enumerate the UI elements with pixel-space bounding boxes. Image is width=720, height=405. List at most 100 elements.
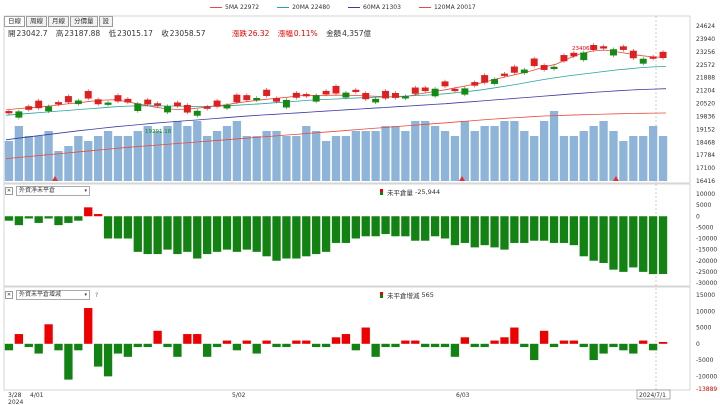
panel3-select[interactable]: 外資未平倉增減 bbox=[16, 290, 90, 300]
panel3-bar bbox=[24, 343, 33, 348]
volume-bar bbox=[658, 136, 668, 181]
panel2-bar bbox=[24, 216, 33, 219]
volume-bar bbox=[341, 136, 351, 181]
candle-body bbox=[74, 100, 82, 105]
candle-body bbox=[570, 52, 578, 57]
panel3-bar bbox=[411, 340, 420, 344]
main-axis-tick: 18468 bbox=[696, 139, 715, 146]
panel2-bar bbox=[440, 216, 450, 239]
panel2-bar bbox=[14, 216, 24, 226]
volume-bar bbox=[34, 136, 43, 181]
tab-monthly[interactable]: 月線 bbox=[48, 16, 69, 27]
candle-body bbox=[629, 50, 637, 59]
volume-bar bbox=[312, 131, 321, 181]
panel3-axis-tick: 10000 bbox=[696, 308, 715, 315]
panel3-bar bbox=[430, 343, 440, 348]
candle-body bbox=[590, 44, 598, 50]
panel2-bar bbox=[609, 216, 618, 270]
panel3-bar bbox=[133, 343, 142, 348]
legend-20ma: 20MA 22480 bbox=[277, 4, 330, 11]
panel3-bar bbox=[371, 343, 380, 357]
candle-body bbox=[5, 111, 13, 114]
panel2-bar bbox=[639, 216, 648, 272]
panel-frame-2 bbox=[3, 183, 691, 287]
candle-body bbox=[491, 79, 499, 84]
tab-price-volume[interactable]: 分價量 bbox=[70, 16, 98, 27]
candle-body bbox=[223, 104, 231, 109]
panel2-bar bbox=[401, 216, 410, 237]
panel3-bar bbox=[619, 343, 628, 351]
panel2-select[interactable]: 外資淨未平倉 bbox=[16, 186, 90, 196]
panel3-close-icon[interactable]: ✕ bbox=[5, 291, 13, 299]
panel2-bar bbox=[123, 216, 133, 239]
panel2-bar bbox=[450, 216, 460, 246]
x-axis-label: 6/03 bbox=[456, 392, 470, 399]
panel3-bar bbox=[272, 343, 281, 348]
x-axis-label: 3/28 bbox=[8, 392, 22, 399]
panel3-ind-value: 565 bbox=[421, 291, 434, 299]
candle-body bbox=[154, 103, 162, 106]
panel3-bar bbox=[480, 343, 489, 348]
volume-bar bbox=[183, 126, 192, 181]
high-label: 高 bbox=[55, 29, 64, 38]
volume-bar bbox=[490, 126, 499, 181]
legend-label-5ma: 5MA 22972 bbox=[225, 4, 260, 11]
candle-body bbox=[401, 96, 409, 99]
main-axis-tick: 21888 bbox=[696, 75, 715, 82]
panel2-close-icon[interactable]: ✕ bbox=[5, 187, 13, 195]
panel3-bar bbox=[639, 340, 648, 344]
main-axis-tick: 19836 bbox=[696, 113, 715, 120]
volume-bar bbox=[480, 126, 489, 181]
panel2-bar bbox=[103, 216, 113, 239]
panel3-header: ✕ 外資未平倉增減 ? bbox=[5, 290, 98, 300]
candle-body bbox=[332, 85, 340, 94]
panel3-bar bbox=[490, 340, 499, 344]
legend-60ma: 60MA 21303 bbox=[348, 4, 401, 11]
tab-settings[interactable]: 設 bbox=[98, 16, 113, 27]
panel3-bar bbox=[203, 343, 212, 357]
candle-body bbox=[15, 111, 23, 118]
candle-body bbox=[25, 106, 33, 110]
panel2-bar bbox=[658, 216, 668, 274]
panel3-bar bbox=[123, 343, 133, 357]
close-value: 23058.57 bbox=[169, 29, 206, 38]
panel3-bar bbox=[282, 343, 291, 348]
panel2-bar bbox=[480, 216, 489, 246]
panel3-bar bbox=[341, 334, 351, 344]
panel2-axis-tick: -20000 bbox=[696, 258, 717, 265]
volume-bar bbox=[351, 131, 360, 181]
panel3-bar bbox=[609, 343, 618, 348]
candle-body bbox=[520, 69, 528, 74]
legend-5ma: 5MA 22972 bbox=[210, 4, 259, 11]
panel2-axis-tick: -25000 bbox=[696, 269, 717, 276]
panel2-bar bbox=[569, 216, 579, 246]
volume-bar bbox=[24, 136, 33, 181]
change-value: 26.32 bbox=[247, 29, 270, 38]
panel2-bar bbox=[163, 216, 172, 250]
volume-bar bbox=[460, 121, 469, 181]
legend-label-120ma: 120MA 20017 bbox=[433, 4, 476, 11]
tab-weekly[interactable]: 周線 bbox=[26, 16, 47, 27]
panel2-axis-tick: -15000 bbox=[696, 247, 717, 254]
panel2-bar bbox=[619, 216, 628, 272]
panel2-bar bbox=[292, 216, 301, 259]
panel2-bar bbox=[44, 216, 53, 219]
panel2-bar bbox=[460, 216, 469, 243]
volume-bar bbox=[579, 131, 588, 181]
candle-body bbox=[312, 95, 320, 102]
candle-body bbox=[213, 100, 221, 107]
panel2-bar bbox=[549, 216, 559, 243]
panel3-swatch-icon bbox=[380, 292, 383, 298]
panel3-bar bbox=[559, 340, 569, 344]
panel3-ind-label: 未平倉增減 bbox=[387, 292, 420, 300]
tab-daily[interactable]: 日線 bbox=[4, 16, 25, 27]
help-icon[interactable]: ? bbox=[95, 291, 99, 299]
panel2-bar bbox=[430, 216, 440, 237]
panel2-bar bbox=[500, 216, 509, 250]
main-axis-tick: 21204 bbox=[696, 88, 715, 95]
candle-body bbox=[124, 98, 132, 103]
volume-bar bbox=[153, 131, 162, 181]
panel2-bar bbox=[193, 216, 202, 259]
panel3-axis-tick: 15000 bbox=[696, 292, 715, 299]
